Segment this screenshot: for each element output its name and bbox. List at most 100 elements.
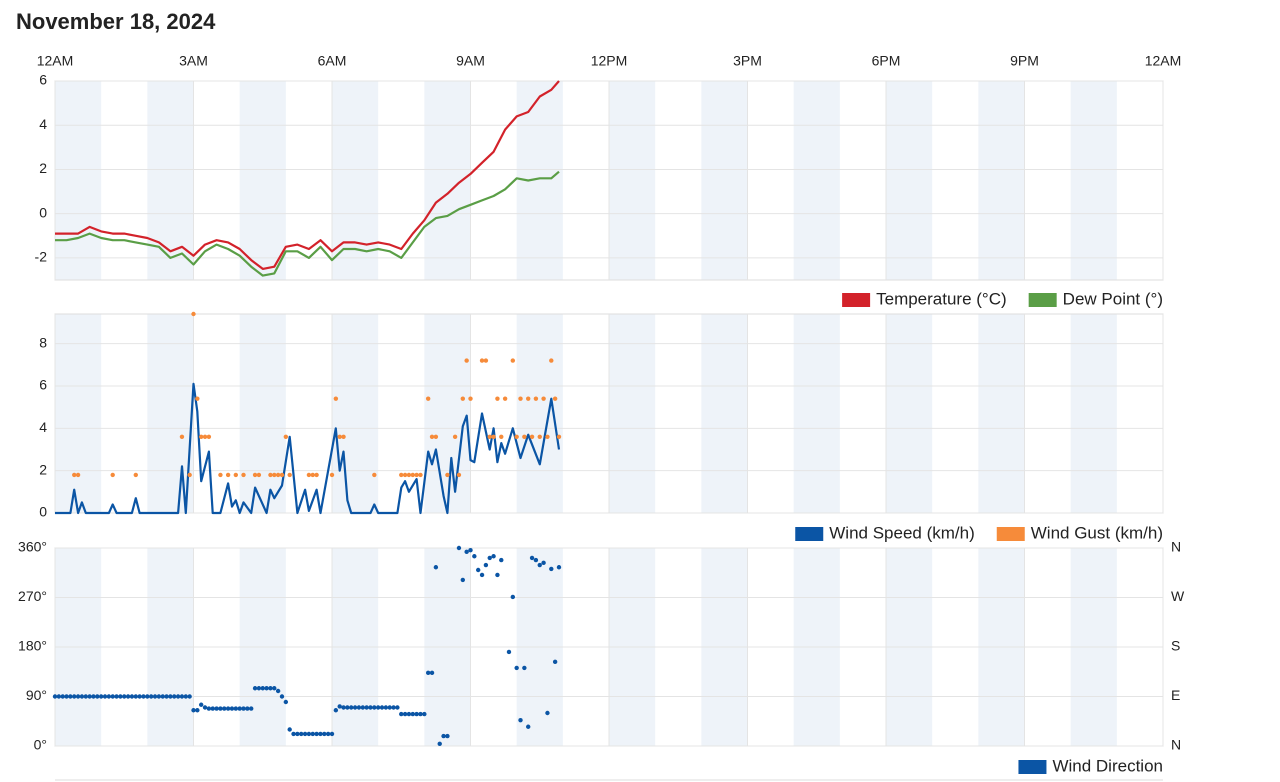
y-tick-label: 6 xyxy=(39,72,47,88)
data-dot xyxy=(195,708,200,713)
data-dot xyxy=(429,670,435,676)
data-dot xyxy=(141,694,146,699)
data-dot xyxy=(456,472,462,478)
data-dot xyxy=(402,711,408,717)
data-dot xyxy=(356,705,362,710)
data-dot xyxy=(529,555,535,561)
hour-band xyxy=(516,314,563,513)
data-dot xyxy=(391,705,396,710)
data-dot xyxy=(306,731,312,737)
data-dot xyxy=(218,472,223,478)
data-dot xyxy=(372,472,377,478)
data-dot xyxy=(279,694,285,699)
x-tick-label: 12AM xyxy=(37,53,74,69)
data-dot xyxy=(79,694,85,699)
data-dot xyxy=(264,686,269,691)
data-dot xyxy=(468,548,473,553)
data-dot xyxy=(414,711,419,717)
legend-swatch xyxy=(842,293,871,307)
data-dot xyxy=(418,472,423,478)
data-dot xyxy=(399,711,404,717)
data-dot xyxy=(495,396,500,401)
data-dot xyxy=(387,705,392,710)
data-dot xyxy=(279,472,285,478)
data-dot xyxy=(218,706,223,711)
data-dot xyxy=(145,694,150,699)
data-dot xyxy=(75,472,81,478)
data-dot xyxy=(545,434,550,439)
data-dot xyxy=(110,472,115,478)
data-dot xyxy=(148,694,154,699)
hour-band xyxy=(239,314,286,513)
data-dot xyxy=(191,708,196,713)
data-dot xyxy=(487,555,492,561)
legend-swatch xyxy=(1028,293,1057,307)
data-dot xyxy=(352,705,358,710)
data-dot xyxy=(241,706,246,711)
data-dot xyxy=(522,665,527,671)
data-dot xyxy=(514,665,519,671)
data-dot xyxy=(533,396,539,401)
data-dot xyxy=(272,686,277,691)
data-dot xyxy=(198,702,204,707)
y-tick-label: 0 xyxy=(39,204,47,220)
y2-tick-label: N xyxy=(1171,737,1181,753)
data-dot xyxy=(179,434,185,439)
data-dot xyxy=(522,434,527,439)
data-dot xyxy=(452,434,458,439)
data-dot xyxy=(406,472,412,478)
data-dot xyxy=(395,705,400,710)
data-dot xyxy=(549,566,554,572)
data-line xyxy=(55,80,560,270)
data-dot xyxy=(526,724,531,729)
data-dot xyxy=(333,396,339,401)
data-dot xyxy=(410,472,415,478)
data-dot xyxy=(202,705,208,710)
data-dot xyxy=(429,434,435,439)
x-tick-label: 6PM xyxy=(872,53,901,69)
data-dot xyxy=(283,699,289,705)
y2-tick-label: S xyxy=(1171,638,1180,654)
data-dot xyxy=(295,731,300,737)
data-dot xyxy=(287,727,292,732)
data-dot xyxy=(125,694,131,699)
y-tick-label: 4 xyxy=(39,419,47,435)
data-dot xyxy=(72,472,77,478)
data-dot xyxy=(156,694,162,699)
y-tick-label: 2 xyxy=(39,160,47,176)
legend-swatch xyxy=(1018,760,1047,774)
data-dot xyxy=(552,659,558,665)
data-dot xyxy=(433,434,439,439)
data-dot xyxy=(118,694,123,699)
data-dot xyxy=(110,694,115,699)
data-dot xyxy=(56,694,62,699)
data-dot xyxy=(245,706,250,711)
data-dot xyxy=(233,472,239,478)
hour-band xyxy=(886,314,933,513)
data-dot xyxy=(549,358,554,363)
data-dot xyxy=(225,472,231,478)
data-dot xyxy=(487,434,492,439)
y-tick-label: 90° xyxy=(26,687,47,703)
data-dot xyxy=(441,733,446,739)
data-dot xyxy=(499,557,504,563)
data-line xyxy=(55,170,560,277)
data-dot xyxy=(425,670,431,676)
data-dot xyxy=(287,472,292,478)
data-dot xyxy=(414,472,419,478)
x-tick-label: 3PM xyxy=(733,53,762,69)
data-dot xyxy=(325,731,331,737)
data-dot xyxy=(464,358,469,363)
data-dot xyxy=(379,705,385,710)
y-tick-label: -2 xyxy=(35,249,48,265)
hour-band xyxy=(55,81,102,280)
x-tick-label: 12AM xyxy=(1145,53,1182,69)
x-tick-label: 9AM xyxy=(456,53,485,69)
data-dot xyxy=(168,694,173,699)
data-dot xyxy=(479,572,485,578)
hour-band xyxy=(1070,81,1117,280)
data-dot xyxy=(75,694,81,699)
data-dot xyxy=(510,358,516,363)
data-dot xyxy=(545,710,550,716)
data-dot xyxy=(302,731,308,737)
